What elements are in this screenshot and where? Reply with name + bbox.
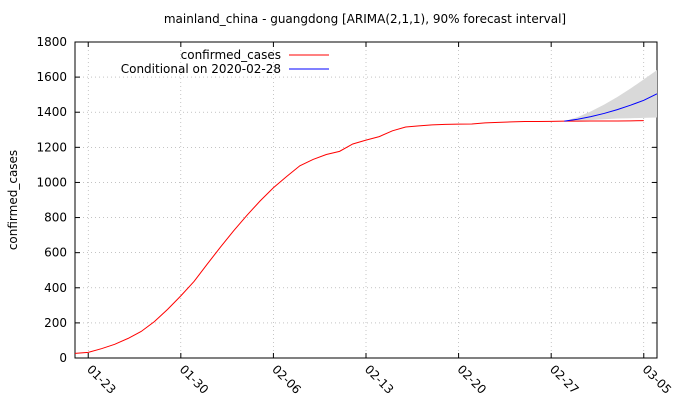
x-tick-label: 01-23 bbox=[84, 362, 119, 397]
y-tick-label: 1200 bbox=[36, 140, 67, 154]
y-tick-label: 200 bbox=[44, 316, 67, 330]
y-tick-label: 1600 bbox=[36, 70, 67, 84]
legend-entry-conditional: Conditional on 2020-02-28 bbox=[121, 62, 281, 76]
y-axis-label: confirmed_cases bbox=[6, 150, 20, 250]
series-line-conditional bbox=[564, 93, 658, 122]
plot-area bbox=[74, 70, 658, 354]
chart-title: mainland_china - guangdong [ARIMA(2,1,1)… bbox=[164, 12, 566, 26]
legend-entry-confirmed-cases: confirmed_cases bbox=[181, 48, 281, 62]
y-axis-ticks: 0 200 400 600 800 1000 1200 1400 1600 1800 bbox=[36, 35, 657, 365]
x-tick-label: 02-06 bbox=[269, 362, 304, 397]
y-tick-label: 600 bbox=[44, 246, 67, 260]
x-tick-label: 02-13 bbox=[362, 362, 397, 397]
x-tick-label: 03-05 bbox=[640, 362, 675, 397]
y-tick-label: 1800 bbox=[36, 35, 67, 49]
grid bbox=[75, 42, 657, 358]
x-tick-label: 02-20 bbox=[454, 362, 489, 397]
y-tick-label: 1400 bbox=[36, 105, 67, 119]
y-tick-label: 800 bbox=[44, 211, 67, 225]
y-tick-label: 400 bbox=[44, 281, 67, 295]
x-tick-label: 02-27 bbox=[547, 362, 582, 397]
series-line-confirmed-cases bbox=[74, 120, 644, 354]
x-axis-ticks: 01-23 01-30 02-06 02-13 02-20 02-27 03-05 bbox=[84, 42, 674, 397]
y-tick-label: 1000 bbox=[36, 175, 67, 189]
legend: confirmed_cases Conditional on 2020-02-2… bbox=[121, 48, 329, 76]
y-tick-label: 0 bbox=[59, 351, 67, 365]
forecast-interval-band bbox=[564, 70, 657, 122]
x-tick-label: 01-30 bbox=[177, 362, 212, 397]
